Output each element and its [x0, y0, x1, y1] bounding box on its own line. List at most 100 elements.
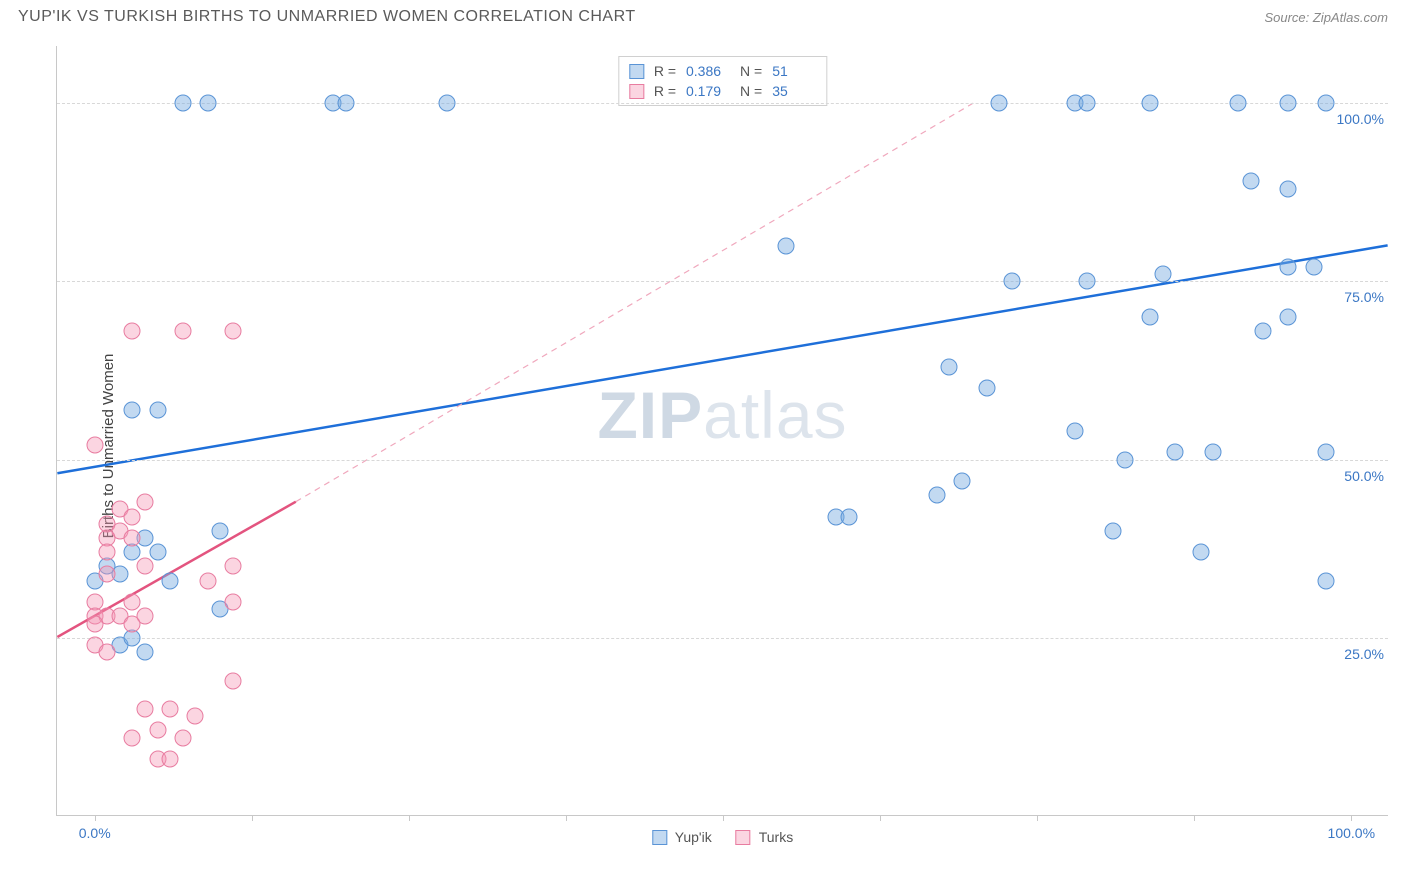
data-point [1305, 259, 1322, 276]
x-tick-mark [723, 815, 724, 821]
data-point [124, 615, 141, 632]
data-point [840, 508, 857, 525]
data-point [162, 572, 179, 589]
scatter-chart: ZIPatlas R = 0.386 N = 51 R = 0.179 N = … [56, 46, 1388, 816]
data-point [1205, 444, 1222, 461]
x-tick-mark [880, 815, 881, 821]
data-point [212, 522, 229, 539]
data-point [991, 95, 1008, 112]
data-point [174, 729, 191, 746]
legend-item-yupik: Yup'ik [652, 829, 712, 845]
data-point [1255, 323, 1272, 340]
data-point [1142, 308, 1159, 325]
data-point [174, 95, 191, 112]
data-point [1104, 522, 1121, 539]
data-point [1079, 95, 1096, 112]
data-point [438, 95, 455, 112]
legend-row-turks: R = 0.179 N = 35 [629, 81, 816, 101]
data-point [86, 615, 103, 632]
gridline [57, 281, 1388, 282]
watermark: ZIPatlas [597, 377, 847, 453]
data-point [1192, 544, 1209, 561]
swatch-turks [629, 84, 644, 99]
data-point [1004, 273, 1021, 290]
data-point [1280, 95, 1297, 112]
header: YUP'IK VS TURKISH BIRTHS TO UNMARRIED WO… [0, 0, 1406, 30]
gridline [57, 460, 1388, 461]
data-point [928, 487, 945, 504]
x-tick-mark [252, 815, 253, 821]
y-tick-label: 25.0% [1338, 646, 1390, 662]
data-point [1230, 95, 1247, 112]
legend-item-turks: Turks [736, 829, 793, 845]
data-point [149, 722, 166, 739]
source-label: Source: ZipAtlas.com [1264, 10, 1388, 25]
data-point [199, 572, 216, 589]
data-point [124, 594, 141, 611]
data-point [136, 558, 153, 575]
gridline [57, 103, 1388, 104]
data-point [124, 508, 141, 525]
y-tick-label: 100.0% [1331, 111, 1390, 127]
data-point [86, 437, 103, 454]
swatch-yupik-icon [652, 830, 667, 845]
data-point [1066, 423, 1083, 440]
data-point [136, 644, 153, 661]
data-point [1280, 308, 1297, 325]
swatch-turks-icon [736, 830, 751, 845]
data-point [224, 672, 241, 689]
x-tick-mark [409, 815, 410, 821]
data-point [1280, 180, 1297, 197]
data-point [124, 529, 141, 546]
data-point [777, 237, 794, 254]
data-point [174, 323, 191, 340]
data-point [1154, 266, 1171, 283]
data-point [99, 644, 116, 661]
legend-row-yupik: R = 0.386 N = 51 [629, 61, 816, 81]
data-point [124, 401, 141, 418]
y-tick-label: 50.0% [1338, 468, 1390, 484]
trend-lines [57, 46, 1388, 815]
data-point [224, 323, 241, 340]
data-point [1242, 173, 1259, 190]
data-point [162, 701, 179, 718]
data-point [978, 380, 995, 397]
data-point [1318, 95, 1335, 112]
y-tick-label: 75.0% [1338, 289, 1390, 305]
data-point [1318, 572, 1335, 589]
data-point [1117, 451, 1134, 468]
data-point [1079, 273, 1096, 290]
data-point [199, 95, 216, 112]
x-tick-label: 100.0% [1328, 825, 1375, 841]
data-point [99, 565, 116, 582]
gridline [57, 638, 1388, 639]
data-point [941, 358, 958, 375]
data-point [149, 544, 166, 561]
data-point [1167, 444, 1184, 461]
x-tick-mark [95, 815, 96, 821]
x-tick-mark [1037, 815, 1038, 821]
data-point [1280, 259, 1297, 276]
x-tick-label: 0.0% [79, 825, 111, 841]
data-point [224, 594, 241, 611]
data-point [124, 729, 141, 746]
correlation-legend: R = 0.386 N = 51 R = 0.179 N = 35 [618, 56, 827, 106]
data-point [99, 544, 116, 561]
data-point [136, 494, 153, 511]
x-tick-mark [1194, 815, 1195, 821]
x-tick-mark [566, 815, 567, 821]
data-point [1142, 95, 1159, 112]
data-point [124, 323, 141, 340]
data-point [953, 472, 970, 489]
data-point [162, 750, 179, 767]
chart-title: YUP'IK VS TURKISH BIRTHS TO UNMARRIED WO… [18, 8, 636, 26]
data-point [1318, 444, 1335, 461]
data-point [224, 558, 241, 575]
data-point [187, 708, 204, 725]
series-legend: Yup'ik Turks [652, 829, 793, 845]
swatch-yupik [629, 64, 644, 79]
data-point [149, 401, 166, 418]
x-tick-mark [1351, 815, 1352, 821]
data-point [136, 701, 153, 718]
data-point [338, 95, 355, 112]
